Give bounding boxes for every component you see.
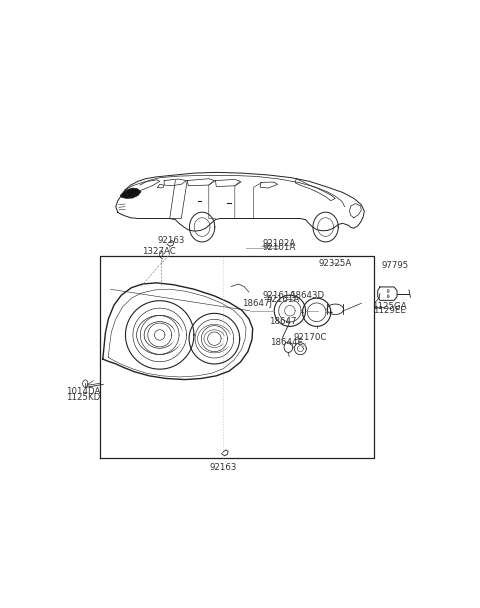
Text: 92101A: 92101A xyxy=(263,243,296,252)
Text: 18643D: 18643D xyxy=(290,291,324,300)
Text: 92161A: 92161A xyxy=(266,295,300,304)
Polygon shape xyxy=(120,188,141,198)
Text: 97795: 97795 xyxy=(381,261,408,270)
Text: 1129EE: 1129EE xyxy=(373,306,406,316)
Text: 92161A: 92161A xyxy=(263,291,296,300)
Text: 92163: 92163 xyxy=(210,463,238,472)
Text: 1125GA: 1125GA xyxy=(372,302,407,311)
Text: 1327AC: 1327AC xyxy=(142,247,176,257)
Text: 92170C: 92170C xyxy=(293,333,327,342)
Text: 92325A: 92325A xyxy=(319,258,352,268)
Text: 1014DA: 1014DA xyxy=(66,387,100,396)
Text: 18647: 18647 xyxy=(269,317,297,326)
Text: 18647J: 18647J xyxy=(242,299,272,308)
Text: 18644E: 18644E xyxy=(270,338,303,347)
Text: 1125KD: 1125KD xyxy=(66,393,100,401)
Text: 92163: 92163 xyxy=(158,237,185,245)
Text: 92102A: 92102A xyxy=(263,238,296,247)
